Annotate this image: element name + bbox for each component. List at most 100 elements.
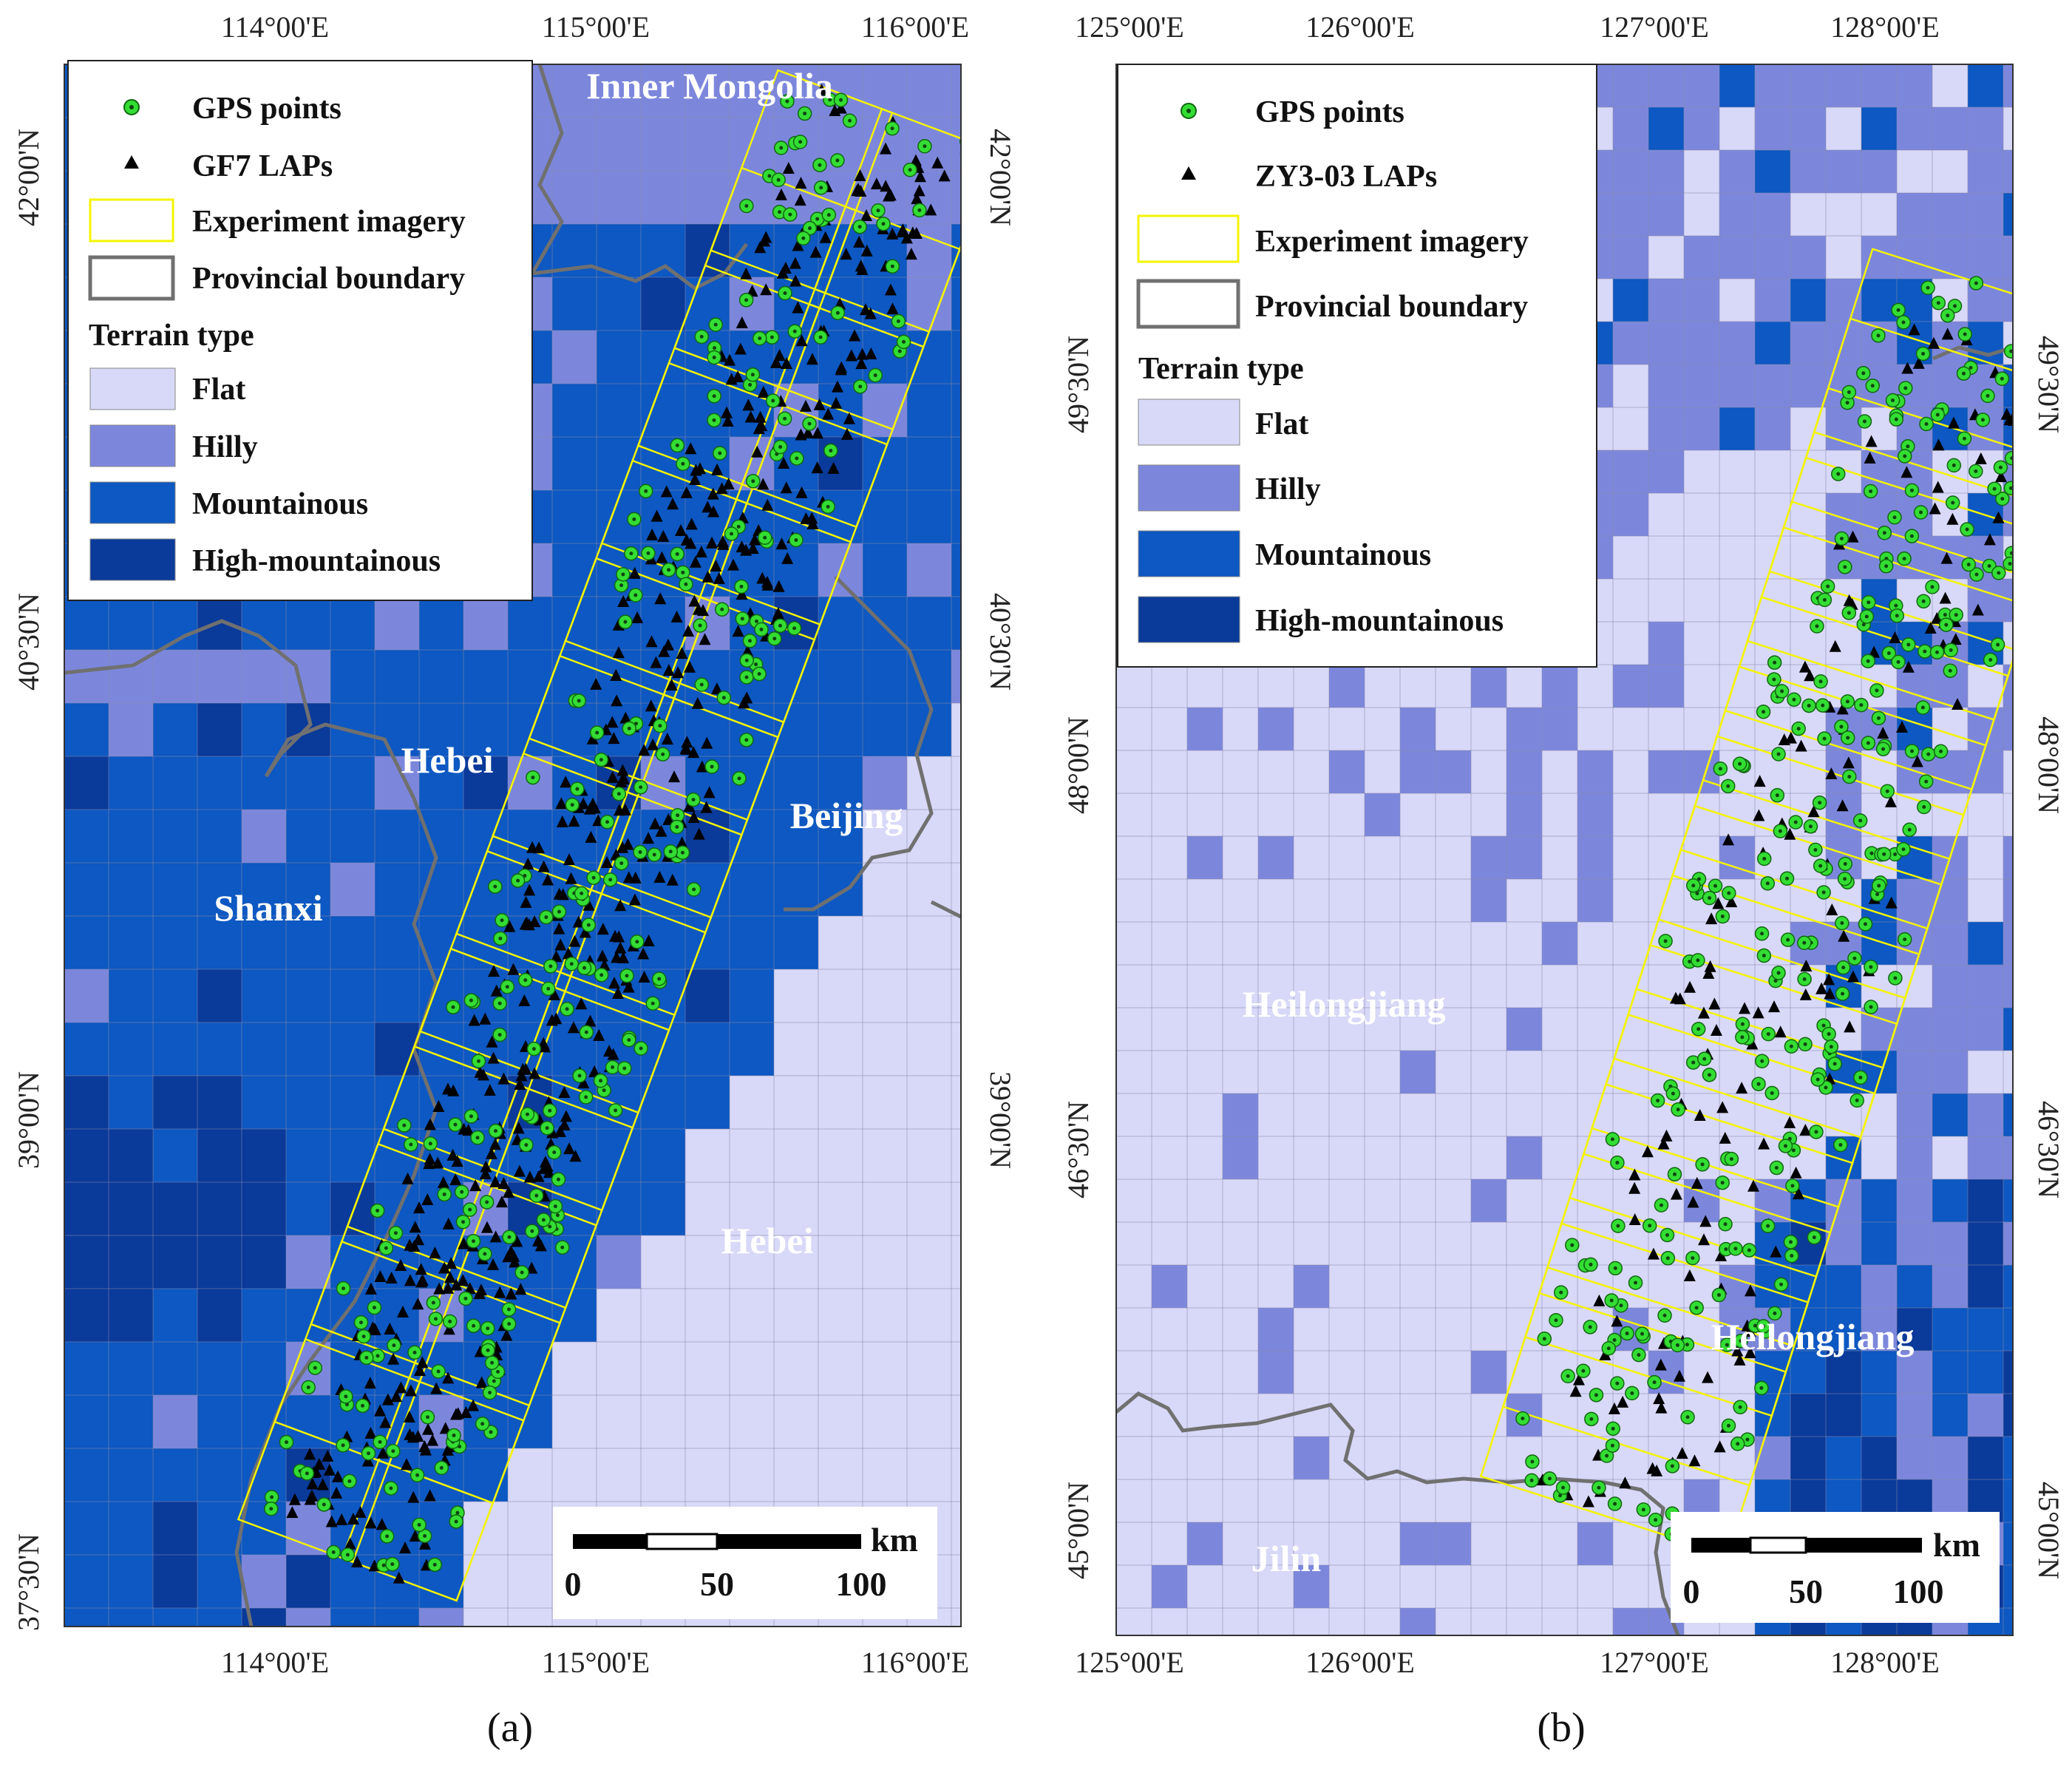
gps-point-center	[1885, 789, 1889, 793]
terrain-cell	[730, 863, 774, 916]
terrain-cell	[64, 1608, 109, 1627]
scale-segment	[645, 1533, 719, 1550]
terrain-mountainous-swatch	[89, 481, 176, 524]
terrain-cell	[1471, 1222, 1507, 1265]
gps-point-center	[2008, 486, 2013, 490]
terrain-cell	[64, 1289, 109, 1342]
terrain-cell	[2003, 1051, 2013, 1093]
terrain-cell	[1365, 836, 1400, 879]
terrain-cell	[730, 224, 774, 277]
lap-triangle	[617, 594, 630, 607]
terrain-cell	[375, 1608, 419, 1627]
lap-triangle	[742, 398, 755, 411]
gps-point-center	[1670, 1464, 1674, 1468]
terrain-cell	[951, 1555, 961, 1608]
terrain-cell	[1577, 665, 1613, 708]
axis-ticks-b: 125°00'E 126°00'E 127°00'E 128°00'E 125°…	[1062, 10, 2065, 1679]
terrain-cell	[951, 756, 961, 810]
lap-triangle	[531, 1234, 544, 1247]
gps-point-center	[490, 1360, 495, 1365]
lap-triangle	[409, 1530, 421, 1542]
lap-triangle	[606, 770, 619, 783]
gps-point-center	[839, 98, 843, 102]
terrain-cell	[2003, 1265, 2013, 1308]
terrain-cell	[863, 543, 907, 597]
bottom-tick: 128°00'E	[1830, 1646, 1940, 1679]
lap-triangle	[606, 716, 619, 728]
scale-unit: km	[871, 1521, 918, 1559]
terrain-cell	[1365, 922, 1400, 965]
lap-triangle	[770, 356, 782, 368]
lap-triangle	[1687, 1195, 1699, 1208]
lap-triangle	[1744, 1325, 1756, 1337]
terrain-cell	[1826, 150, 1861, 193]
terrain-cell	[1648, 879, 1684, 922]
scale-label-0: 0	[565, 1565, 582, 1603]
gps-point-center	[1766, 1032, 1770, 1037]
gps-point-center	[1909, 534, 1914, 538]
gps-point-center	[1724, 1247, 1728, 1252]
terrain-cell	[1613, 1179, 1648, 1222]
gps-point-center	[1619, 1303, 1623, 1308]
gps-point-center	[455, 1510, 460, 1515]
terrain-cell	[463, 756, 508, 810]
gps-point-center	[848, 118, 852, 123]
terrain-cell	[1613, 793, 1648, 836]
terrain-cell	[1152, 1308, 1187, 1351]
terrain-cell	[153, 650, 197, 703]
terrain-cell	[863, 1022, 907, 1076]
terrain-cell	[685, 1448, 730, 1502]
terrain-cell	[1968, 793, 2003, 836]
terrain-cell	[685, 224, 730, 277]
terrain-cell	[951, 118, 961, 171]
lap-triangle	[2000, 407, 2013, 420]
bottom-tick: 115°00'E	[542, 1646, 650, 1679]
lap-triangle	[1619, 1476, 1631, 1489]
terrain-cell	[597, 1448, 641, 1502]
terrain-cell	[1648, 322, 1684, 364]
lap-triangle	[799, 399, 812, 412]
terrain-cell	[1187, 1308, 1223, 1351]
lap-triangle	[424, 1118, 436, 1130]
lap-triangle	[1569, 1385, 1582, 1397]
lap-triangle	[533, 841, 546, 854]
lap-triangle	[1753, 809, 1765, 821]
left-tick: 37°30'N	[12, 1533, 45, 1631]
gps-point-center	[584, 1095, 588, 1099]
gps-point-center	[555, 1213, 560, 1218]
lap-triangle	[1927, 336, 1940, 349]
lap-triangle	[732, 370, 744, 382]
lap-triangle	[1708, 997, 1721, 1010]
terrain-cell	[597, 437, 641, 490]
terrain-cell	[153, 810, 197, 863]
lap-triangle	[740, 543, 753, 556]
terrain-cell	[774, 1289, 818, 1342]
gps-point-center	[1739, 1339, 1743, 1343]
terrain-cell	[1968, 64, 2003, 107]
gps-point-center	[2009, 551, 2013, 555]
terrain-cell	[1116, 836, 1152, 879]
gps-point-center	[1615, 1161, 1620, 1165]
gps-point-center	[917, 208, 922, 212]
lap-triangle	[675, 523, 687, 536]
lap-triangle	[529, 1067, 541, 1079]
terrain-cell	[1471, 1351, 1507, 1394]
terrain-cell	[1258, 1308, 1294, 1351]
gps-point-center	[493, 1129, 497, 1133]
terrain-cell	[1258, 836, 1294, 879]
bottom-tick: 127°00'E	[1600, 1646, 1709, 1679]
lap-triangle	[855, 260, 867, 272]
gps-point-center	[431, 1300, 435, 1305]
gps-point-center	[341, 1443, 345, 1448]
gps-point-center	[1696, 958, 1700, 963]
terrain-cell	[375, 969, 419, 1022]
terrain-cell	[1152, 1179, 1187, 1222]
terrain-cell	[1400, 1308, 1436, 1351]
terrain-cell	[419, 756, 463, 810]
terrain-cell	[1365, 793, 1400, 836]
terrain-cell	[1968, 965, 2003, 1008]
terrain-cell	[1294, 665, 1329, 708]
gps-point-center	[730, 532, 734, 536]
terrain-cell	[153, 1129, 197, 1182]
terrain-cell	[1684, 836, 1719, 879]
